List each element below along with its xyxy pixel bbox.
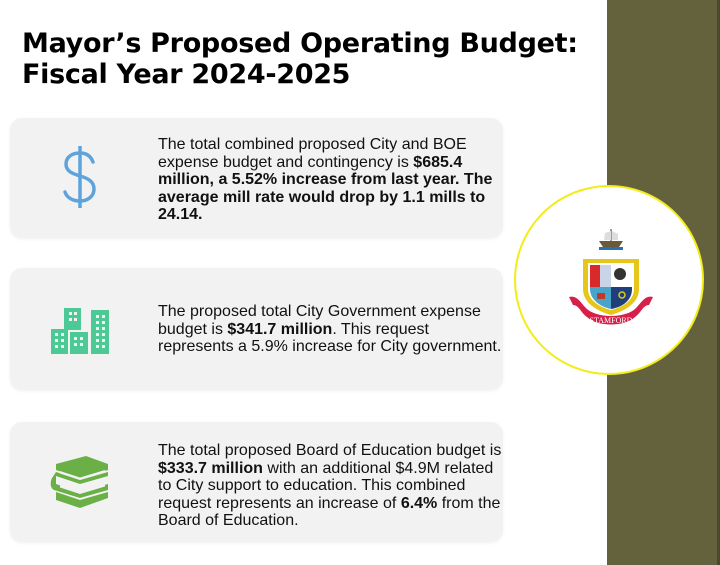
city-government-text: The proposed total City Government expen… <box>158 303 503 356</box>
dollar-sign-icon <box>60 144 100 215</box>
board-of-education-card: The total proposed Board of Education bu… <box>10 422 503 542</box>
text-segment: with an additional $4.9M related to City… <box>158 459 494 512</box>
text-segment-bold: 6.4% <box>400 494 438 512</box>
text-segment: The total proposed Board of Education bu… <box>158 442 502 459</box>
text-segment: The proposed total City Government expen… <box>158 303 481 338</box>
text-segment-bold: $685.4 million, a 5.52% increase from la… <box>158 153 493 224</box>
text-segment-bold: $341.7 million <box>227 320 333 338</box>
total-budget-text: The total combined proposed City and BOE… <box>158 136 498 224</box>
side-bar-edge <box>717 0 720 565</box>
text-segment: The total combined proposed City and BOE… <box>158 136 467 171</box>
city-seal-badge: STAMFORD <box>514 185 704 375</box>
seal-banner-text: STAMFORD <box>590 316 633 325</box>
city-government-card: The proposed total City Government expen… <box>10 268 503 390</box>
board-of-education-text: The total proposed Board of Education bu… <box>158 442 503 530</box>
city-buildings-icon <box>51 308 109 359</box>
books-icon <box>50 454 110 515</box>
stamford-seal-icon: STAMFORD <box>563 227 659 342</box>
text-segment-bold: $333.7 million <box>158 459 263 477</box>
page-title: Mayor’s Proposed Operating Budget: Fisca… <box>22 28 578 90</box>
text-segment: . This request represents a 5.9% increas… <box>158 320 502 356</box>
total-budget-card: The total combined proposed City and BOE… <box>10 118 503 238</box>
text-segment: from the Board of Education. <box>158 494 501 530</box>
